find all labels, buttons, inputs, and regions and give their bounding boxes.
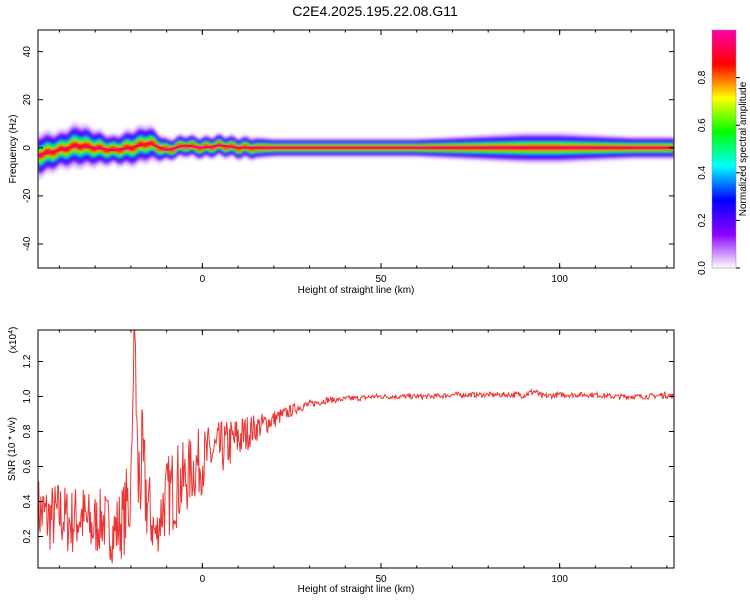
y-tick-label: 0.6 xyxy=(22,459,33,473)
snr-x-ticks: 0 50 100 xyxy=(58,330,668,585)
colorbar-tick-label: 0.6 xyxy=(697,118,708,132)
spectrogram-heat xyxy=(38,122,674,179)
spectrogram-y-label: Frequency (Hz) xyxy=(8,115,19,184)
snr-y-ticks: 0.2 0.4 0.6 0.8 1.0 1.2 xyxy=(22,354,674,543)
snr-multiplier-close: ) xyxy=(8,327,19,330)
colorbar-tick-label: 0.2 xyxy=(697,213,708,227)
spectrogram-band xyxy=(38,136,674,165)
x-tick-label: 0 xyxy=(200,274,206,285)
spectrogram-band xyxy=(38,138,674,162)
spectrogram-y-ticks: -40 -20 0 20 40 xyxy=(22,46,674,251)
snr-frame xyxy=(37,329,675,569)
snr-series-line xyxy=(38,330,674,564)
colorbar-tick-label: 0.4 xyxy=(697,165,708,179)
x-tick-label: 100 xyxy=(551,274,568,285)
y-tick-label: 20 xyxy=(22,94,33,106)
x-tick-label: 50 xyxy=(375,574,387,585)
spectrogram-peak-line xyxy=(38,142,674,156)
colorbar-tick-label: 0.0 xyxy=(697,261,708,275)
y-tick-label: -40 xyxy=(22,236,33,251)
y-tick-label: 0 xyxy=(22,145,33,151)
snr-multiplier-exponent: 4 xyxy=(8,330,15,334)
colorbar-tick-label: 0.8 xyxy=(697,70,708,84)
y-tick-label: 0.4 xyxy=(22,494,33,508)
spectrogram-frame xyxy=(37,29,675,269)
snr-multiplier-base: (x10 xyxy=(8,333,19,353)
snr-panel: 0.2 0.4 0.6 0.8 1.0 1.2 0 50 100 SNR (10 * v/v)… xyxy=(7,327,675,595)
spectrogram-x-label: Height of straight line (km) xyxy=(298,285,415,296)
x-tick-label: 50 xyxy=(375,274,387,285)
colorbar-label: Normalized spectral amplitude xyxy=(738,81,749,216)
snr-x-label: Height of straight line (km) xyxy=(298,584,415,595)
colorbar-scale xyxy=(711,29,737,269)
y-tick-label: 0.8 xyxy=(22,424,33,438)
snr-multiplier: (x104) xyxy=(8,327,20,354)
y-tick-label: 1.0 xyxy=(22,389,33,403)
snr-y-label: SNR (10 * v/v) xyxy=(7,417,18,481)
spectrogram-panel: -40 -20 0 20 40 0 50 100 Frequency (Hz) Height… xyxy=(8,29,675,296)
y-tick-label: 40 xyxy=(22,46,33,58)
colorbar-ticks: 0.0 0.2 0.4 0.6 0.8 xyxy=(697,70,740,275)
x-tick-label: 100 xyxy=(551,574,568,585)
figure-title: C2E4.2025.195.22.08.G11 xyxy=(292,3,458,19)
x-tick-label: 0 xyxy=(200,574,206,585)
colorbar: 0.0 0.2 0.4 0.6 0.8 Normalized spectral ampl… xyxy=(697,29,749,275)
y-tick-label: 1.2 xyxy=(22,354,33,368)
spectrogram-band xyxy=(38,140,674,160)
spectrogram-x-ticks: 0 50 100 xyxy=(58,30,668,285)
y-tick-label: 0.2 xyxy=(22,529,33,543)
y-tick-label: -20 xyxy=(22,188,33,203)
